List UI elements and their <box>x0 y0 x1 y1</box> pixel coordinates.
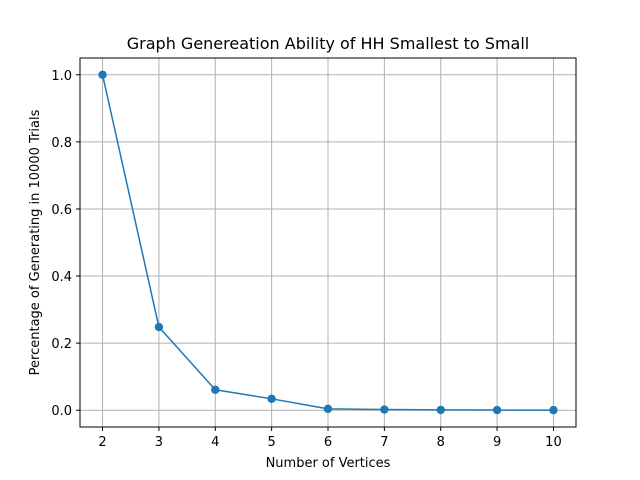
x-axis-label: Number of Vertices <box>266 456 391 471</box>
y-tick-label: 0.8 <box>51 136 72 151</box>
x-axis: 2 3 4 5 6 7 8 9 10 <box>98 427 562 450</box>
y-tick-label: 0.2 <box>51 337 72 352</box>
y-axis-label: Percentage of Generating in 10000 Trials <box>28 109 43 375</box>
x-tick-label: 8 <box>437 435 445 450</box>
x-tick-label: 6 <box>324 435 332 450</box>
data-point <box>154 322 164 332</box>
x-tick-label: 4 <box>211 435 219 450</box>
chart-title: Graph Genereation Ability of HH Smallest… <box>127 34 529 53</box>
x-tick-label: 3 <box>155 435 163 450</box>
y-tick-label: 1.0 <box>51 69 72 84</box>
grid <box>80 58 576 427</box>
x-tick-label: 2 <box>98 435 106 450</box>
y-tick-label: 0.0 <box>51 404 72 419</box>
data-point <box>98 70 107 79</box>
x-tick-label: 5 <box>267 435 275 450</box>
x-tick-label: 7 <box>380 435 388 450</box>
data-point <box>323 404 333 414</box>
x-tick-label: 10 <box>545 435 562 450</box>
y-tick-label: 0.6 <box>51 203 72 218</box>
data-point <box>380 405 389 414</box>
data-point <box>436 405 445 415</box>
data-point <box>492 405 502 415</box>
x-tick-label: 9 <box>493 435 501 450</box>
data-point <box>549 405 558 415</box>
data-point <box>267 394 276 404</box>
y-tick-label: 0.4 <box>51 270 72 285</box>
data-point <box>211 385 220 394</box>
y-axis: 0.0 0.2 0.4 0.6 0.8 1.0 <box>51 69 80 419</box>
series-layer <box>98 70 558 415</box>
